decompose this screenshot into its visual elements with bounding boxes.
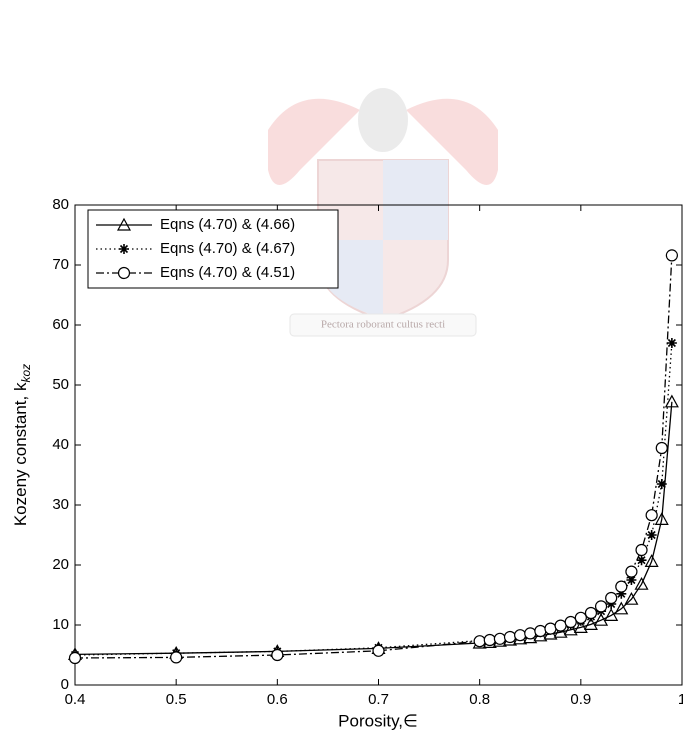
x-tick-label: 0.4: [65, 691, 86, 708]
y-tick-label: 0: [61, 676, 69, 693]
x-tick-label: 0.6: [267, 691, 288, 708]
circle-marker: [564, 615, 577, 629]
circle-marker: [524, 627, 537, 640]
triangle-marker: [624, 591, 639, 605]
x-axis-label: Porosity,∈: [338, 711, 418, 730]
circle-marker: [503, 630, 517, 644]
y-tick-label: 40: [52, 436, 69, 453]
circle-marker: [271, 648, 284, 662]
star-marker: [119, 244, 129, 254]
y-tick-label: 60: [52, 316, 69, 333]
star-marker: [666, 338, 677, 348]
circle-marker: [594, 600, 608, 613]
y-tick-label: 10: [52, 616, 69, 633]
star-marker: [646, 530, 657, 540]
series-line: [74, 342, 673, 656]
y-axis-label-main: Kozeny constant, k: [11, 382, 30, 526]
triangle-marker: [644, 554, 659, 567]
triangle-marker: [594, 612, 609, 626]
triangle-marker: [664, 394, 679, 408]
triangle-marker: [583, 617, 598, 630]
triangle-marker: [634, 576, 649, 590]
circle-marker: [534, 624, 547, 638]
circle-marker: [493, 632, 506, 645]
y-tick-label: 30: [52, 496, 69, 513]
circle-marker: [625, 565, 638, 578]
triangle-marker: [116, 217, 132, 231]
star-marker: [616, 588, 627, 599]
triangle-marker: [553, 624, 568, 638]
circle-marker: [68, 651, 82, 665]
triangle-marker: [573, 620, 588, 633]
star-marker: [626, 575, 637, 585]
circle-marker: [574, 611, 587, 624]
y-tick-label: 20: [52, 556, 69, 573]
circle-marker: [514, 629, 527, 642]
circle-marker: [615, 580, 628, 593]
circle-marker: [170, 651, 183, 664]
circle-marker: [605, 591, 618, 605]
circle-marker: [554, 619, 567, 632]
triangle-marker: [604, 608, 619, 621]
circle-marker: [584, 606, 598, 620]
x-tick-label: 0.5: [166, 691, 187, 708]
circle-marker: [635, 543, 648, 557]
y-axis-label-subscript: koz: [19, 364, 33, 383]
triangle-marker: [654, 512, 669, 525]
legend-label: Eqns (4.70) & (4.67): [160, 240, 295, 257]
triangle-marker: [614, 601, 629, 615]
x-tick-label: 1: [678, 691, 683, 708]
x-tick-label: 0.9: [570, 691, 591, 708]
circle-marker: [665, 249, 678, 262]
circle-marker: [372, 644, 385, 657]
circle-marker: [645, 509, 658, 522]
y-tick-label: 80: [52, 196, 69, 213]
legend-label: Eqns (4.70) & (4.51): [160, 264, 295, 281]
circle-marker: [655, 441, 668, 455]
y-tick-label: 50: [52, 376, 69, 393]
watermark-text: Pectora roborant cultus recti: [321, 319, 445, 331]
circle-marker: [117, 266, 131, 280]
x-tick-label: 0.7: [368, 691, 389, 708]
circle-marker: [473, 635, 486, 648]
x-tick-label: 0.8: [469, 691, 490, 708]
legend-label: Eqns (4.70) & (4.66): [160, 216, 295, 233]
y-axis-label: Kozeny constant, kkoz: [11, 364, 33, 526]
circle-marker: [483, 633, 496, 647]
star-marker: [636, 555, 647, 566]
star-marker: [656, 479, 667, 489]
triangle-marker: [563, 622, 578, 636]
watermark-crest: [268, 88, 498, 337]
y-tick-label: 70: [52, 256, 69, 273]
circle-marker: [544, 622, 557, 635]
